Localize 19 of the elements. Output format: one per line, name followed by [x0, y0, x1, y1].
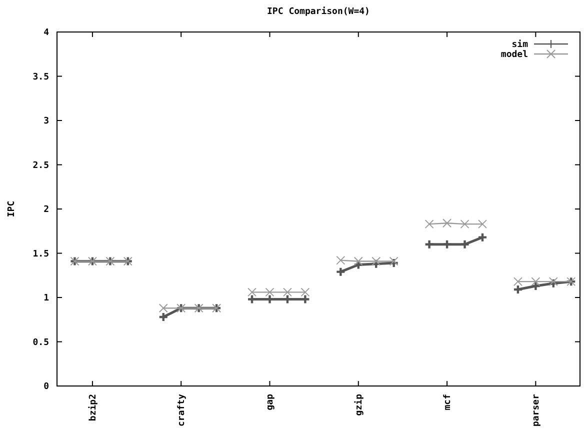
y-tick-label: 3	[44, 116, 49, 126]
x-tick-label: crafty	[177, 393, 188, 427]
x-tick-label: bzip2	[87, 394, 98, 422]
x-tick-label: gap	[266, 393, 276, 410]
x-tick-label: gzip	[353, 393, 364, 416]
y-tick-label: 1	[44, 294, 49, 304]
y-tick-label: 2	[44, 205, 49, 215]
x-tick-label: mcf	[443, 394, 454, 410]
y-tick-label: 1.5	[32, 249, 49, 260]
y-axis-title: IPC	[7, 200, 17, 218]
chart-title: IPC Comparison(W=4)	[267, 6, 370, 17]
y-tick-label: 0	[44, 382, 49, 392]
y-tick-label: 4	[44, 28, 50, 38]
x-tick-label: parser	[532, 393, 542, 427]
legend-label: sim	[512, 39, 529, 50]
y-tick-label: 3.5	[32, 72, 49, 82]
y-tick-label: 0.5	[32, 338, 49, 348]
legend-label: model	[500, 50, 528, 60]
y-tick-label: 2.5	[32, 160, 49, 171]
